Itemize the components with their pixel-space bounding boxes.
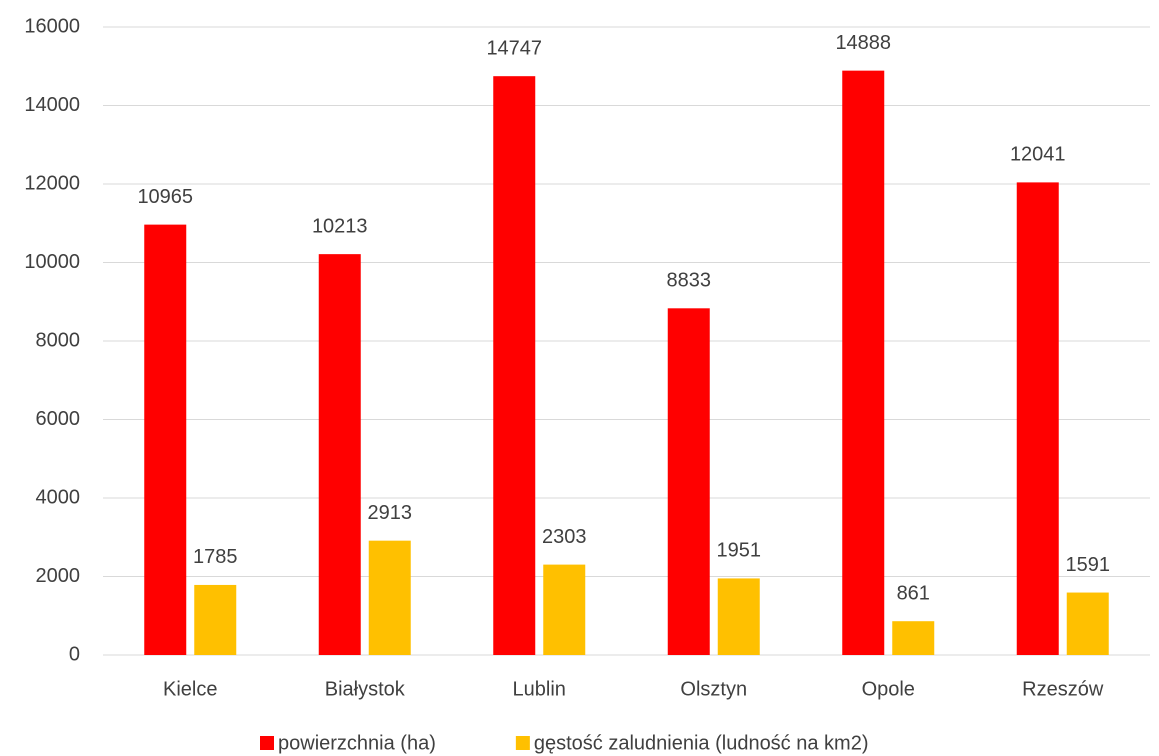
data-label: 2303 bbox=[542, 526, 587, 548]
data-label: 14747 bbox=[486, 37, 542, 59]
x-tick-label: Białystok bbox=[325, 678, 406, 700]
data-label: 10213 bbox=[312, 215, 368, 237]
data-label: 1591 bbox=[1066, 554, 1111, 576]
y-tick-label: 10000 bbox=[24, 251, 80, 273]
y-tick-label: 14000 bbox=[24, 94, 80, 116]
legend-swatch bbox=[515, 736, 530, 750]
bar bbox=[318, 254, 361, 655]
data-label: 1785 bbox=[193, 546, 238, 568]
data-label: 12041 bbox=[1010, 144, 1066, 166]
bar bbox=[493, 76, 536, 656]
y-tick-label: 2000 bbox=[36, 565, 81, 587]
data-label: 10965 bbox=[137, 186, 193, 208]
data-label: 8833 bbox=[667, 270, 712, 292]
y-tick-label: 6000 bbox=[36, 408, 81, 430]
x-tick-label: Olsztyn bbox=[680, 678, 747, 700]
data-label: 2913 bbox=[368, 502, 413, 524]
bar bbox=[144, 224, 187, 655]
data-label: 1951 bbox=[717, 540, 762, 562]
y-tick-label: 16000 bbox=[24, 15, 80, 37]
bar bbox=[194, 584, 237, 655]
data-label: 14888 bbox=[835, 32, 891, 54]
x-tick-label: Rzeszów bbox=[1022, 678, 1104, 700]
bar bbox=[667, 308, 710, 655]
data-label: 861 bbox=[897, 582, 930, 604]
bar bbox=[842, 70, 885, 655]
bar bbox=[717, 578, 760, 655]
bar bbox=[1066, 592, 1109, 655]
bar bbox=[892, 621, 935, 655]
y-tick-label: 12000 bbox=[24, 172, 80, 194]
legend-label: gęstość zaludnienia (ludność na km2) bbox=[534, 732, 869, 754]
bar bbox=[1016, 182, 1059, 655]
x-tick-label: Lublin bbox=[513, 678, 566, 700]
y-tick-label: 4000 bbox=[36, 486, 81, 508]
y-tick-label: 8000 bbox=[36, 329, 81, 351]
bar bbox=[368, 540, 411, 655]
legend-label: powierzchnia (ha) bbox=[278, 732, 436, 754]
y-tick-label: 0 bbox=[69, 643, 80, 665]
x-tick-label: Kielce bbox=[163, 678, 217, 700]
legend-swatch bbox=[260, 736, 274, 750]
x-tick-label: Opole bbox=[862, 678, 915, 700]
bar bbox=[543, 564, 586, 655]
